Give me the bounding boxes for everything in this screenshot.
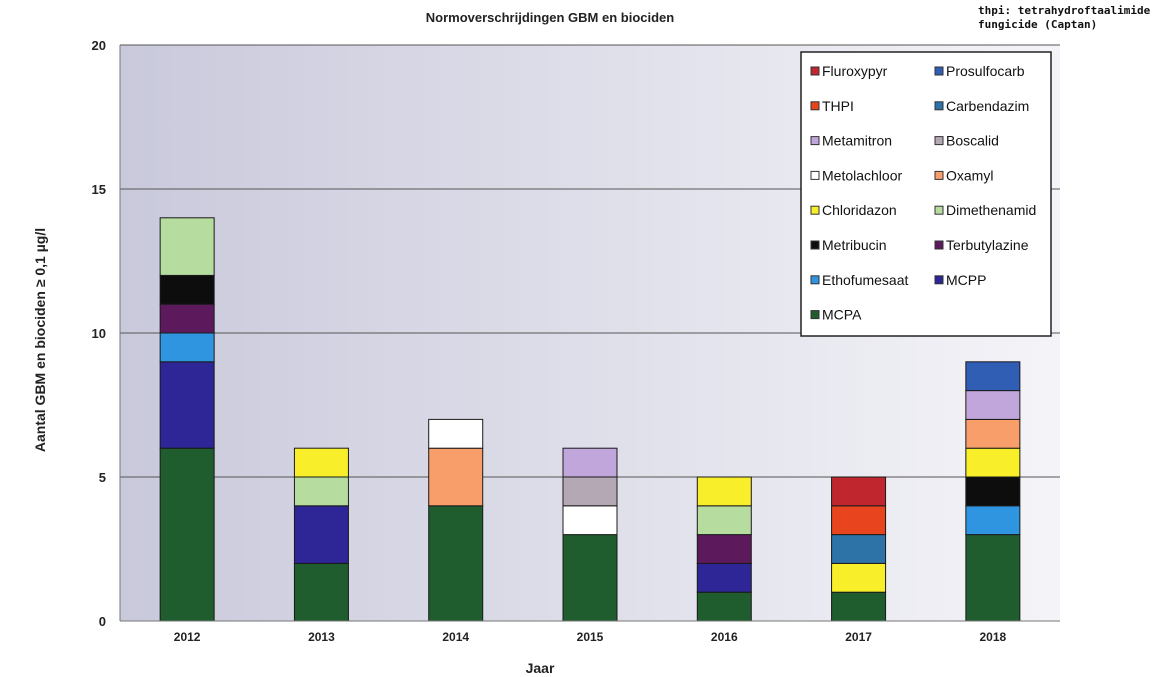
bar-segment-prosulfocarb-2018 xyxy=(965,361,1021,392)
legend-swatch xyxy=(934,205,944,215)
y-tick-label: 10 xyxy=(92,326,106,341)
bar-segment-fluroxypyr-2017 xyxy=(831,476,887,507)
bar-segment-chloridazon-2018 xyxy=(965,447,1021,478)
bar-segment-metamitron-2018 xyxy=(965,390,1021,420)
bar-segment-metamitron-2015 xyxy=(562,447,618,478)
legend-swatch xyxy=(934,240,944,250)
legend-swatch xyxy=(934,136,944,146)
x-tick-label: 2013 xyxy=(308,630,335,644)
bar-segment-metolachloor-2015 xyxy=(562,505,618,536)
legend-swatch xyxy=(934,170,944,180)
x-axis-label: Jaar xyxy=(525,660,555,676)
bar-segment-oxamyl-2018 xyxy=(965,418,1021,449)
bar-segment-metribucin-2012 xyxy=(159,274,215,305)
bar-segment-boscalid-2015 xyxy=(562,476,618,507)
bar-segment-mcpa-2013 xyxy=(293,562,349,622)
y-tick-label: 5 xyxy=(99,470,106,485)
legend-swatch xyxy=(934,66,944,76)
bar-segment-mcpa-2016 xyxy=(696,591,752,622)
legend-swatch xyxy=(810,310,820,320)
legend-label: Prosulfocarb xyxy=(946,63,1025,79)
corner-note: thpi: tetrahydroftaalimide fungicide (Ca… xyxy=(978,4,1158,32)
bar-segment-dimethenamid-2016 xyxy=(696,505,752,536)
legend-box xyxy=(800,51,1052,337)
legend-label: MCPP xyxy=(946,272,986,288)
legend-label: Metolachloor xyxy=(822,167,902,183)
legend-swatch xyxy=(934,101,944,111)
corner-note-line-2: fungicide (Captan) xyxy=(978,18,1098,31)
bar-segment-mcpp-2016 xyxy=(696,562,752,593)
bar-segment-mcpa-2014 xyxy=(428,505,484,622)
legend-swatch xyxy=(934,275,944,285)
x-tick-label: 2012 xyxy=(174,630,201,644)
bar-segment-terbutylazine-2016 xyxy=(696,534,752,564)
legend-label: Metamitron xyxy=(822,133,892,149)
legend-swatch xyxy=(810,136,820,146)
bar-segment-metribucin-2018 xyxy=(965,476,1021,507)
legend-label: Dimethenamid xyxy=(946,202,1036,218)
legend-label: Fluroxypyr xyxy=(822,63,888,79)
legend-label: Oxamyl xyxy=(946,167,993,183)
bar-segment-thpi-2017 xyxy=(831,505,887,536)
bar-segment-terbutylazine-2012 xyxy=(159,303,215,334)
legend-swatch xyxy=(810,170,820,180)
bar-segment-dimethenamid-2012 xyxy=(159,217,215,276)
bar-segment-mcpa-2018 xyxy=(965,534,1021,622)
y-tick-label: 0 xyxy=(99,614,106,629)
bar-segment-carbendazim-2017 xyxy=(831,534,887,564)
legend-label: Carbendazim xyxy=(946,98,1029,114)
bar-segment-mcpa-2015 xyxy=(562,534,618,622)
legend-swatch xyxy=(810,66,820,76)
legend-swatch xyxy=(810,101,820,111)
bar-segment-ethofumesaat-2012 xyxy=(159,332,215,363)
corner-note-line-1: thpi: tetrahydroftaalimide xyxy=(978,4,1151,17)
bar-segment-mcpp-2012 xyxy=(159,361,215,449)
bar-segment-oxamyl-2014 xyxy=(428,447,484,507)
bar-segment-dimethenamid-2013 xyxy=(293,476,349,507)
x-tick-label: 2018 xyxy=(980,630,1007,644)
bar-segment-mcpa-2017 xyxy=(831,591,887,622)
legend-swatch xyxy=(810,275,820,285)
y-tick-label: 15 xyxy=(92,182,106,197)
x-tick-label: 2014 xyxy=(442,630,469,644)
bar-segment-ethofumesaat-2018 xyxy=(965,505,1021,536)
legend-label: Chloridazon xyxy=(822,202,897,218)
legend-label: THPI xyxy=(822,98,854,114)
x-tick-label: 2015 xyxy=(577,630,604,644)
legend-swatch xyxy=(810,240,820,250)
legend-label: Metribucin xyxy=(822,237,887,253)
legend-label: Boscalid xyxy=(946,133,999,149)
x-tick-label: 2016 xyxy=(711,630,738,644)
y-tick-label: 20 xyxy=(92,38,106,53)
chart-title: Normoverschrijdingen GBM en biociden xyxy=(425,10,675,25)
bar-segment-chloridazon-2017 xyxy=(831,562,887,593)
bar-segment-chloridazon-2013 xyxy=(293,447,349,478)
x-tick-label: 2017 xyxy=(845,630,872,644)
legend-label: Terbutylazine xyxy=(946,237,1029,253)
legend-label: Ethofumesaat xyxy=(822,272,908,288)
legend-swatch xyxy=(810,205,820,215)
bar-segment-mcpp-2013 xyxy=(293,505,349,564)
bar-segment-metolachloor-2014 xyxy=(428,418,484,449)
legend-label: MCPA xyxy=(822,307,862,323)
bar-segment-chloridazon-2016 xyxy=(696,476,752,507)
bar-segment-mcpa-2012 xyxy=(159,447,215,622)
